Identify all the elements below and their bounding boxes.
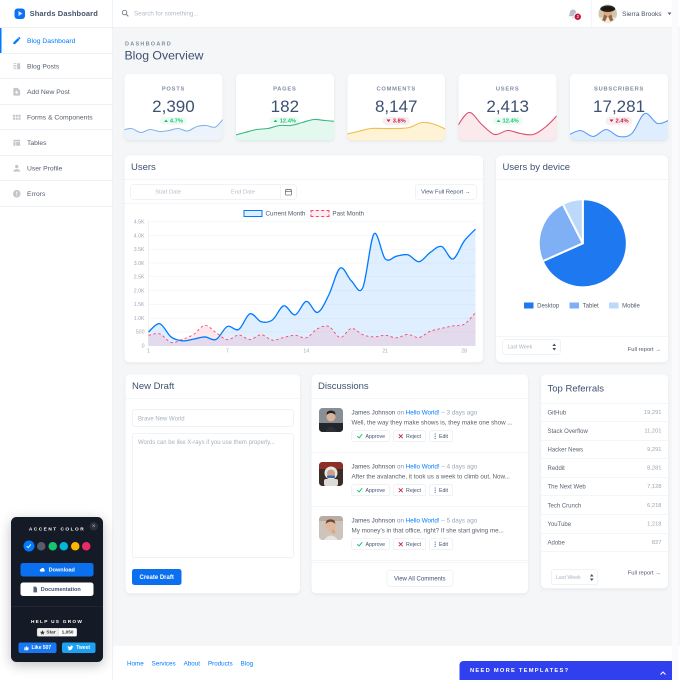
svg-text:28: 28 [461,349,467,355]
svg-text:2.0K: 2.0K [134,288,145,294]
svg-text:1: 1 [147,349,150,355]
svg-text:1.5K: 1.5K [134,302,145,308]
svg-text:4.0K: 4.0K [134,233,145,239]
svg-text:14: 14 [303,349,309,355]
svg-text:4.5K: 4.5K [134,220,145,226]
svg-text:1.0K: 1.0K [134,316,145,322]
svg-text:0: 0 [142,344,145,350]
svg-text:3.0K: 3.0K [134,261,145,267]
svg-text:3.5K: 3.5K [134,247,145,253]
svg-text:500: 500 [136,330,145,336]
svg-text:2.5K: 2.5K [134,275,145,281]
svg-text:7: 7 [226,349,229,355]
svg-text:21: 21 [382,349,388,355]
